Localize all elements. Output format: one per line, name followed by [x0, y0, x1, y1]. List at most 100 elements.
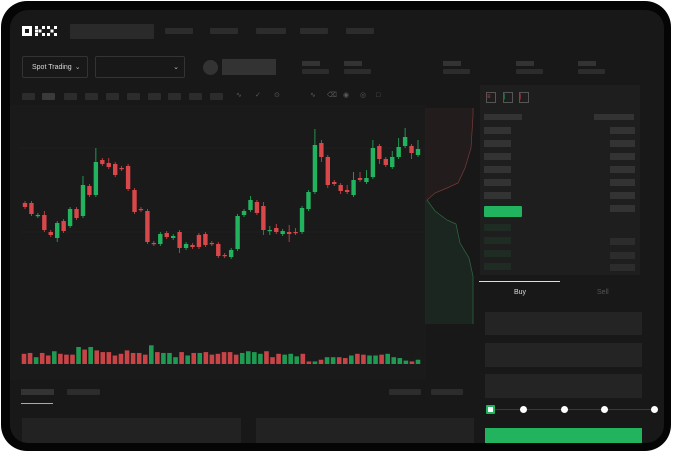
bid-amount[interactable] [610, 264, 635, 271]
ask-amount[interactable] [610, 166, 635, 173]
volume-bar [324, 357, 330, 364]
volume-bar [21, 353, 27, 364]
tab-order-history[interactable] [67, 389, 100, 395]
ask-amount[interactable] [610, 140, 635, 147]
bid-price[interactable] [484, 224, 511, 231]
timeframe-button[interactable] [168, 93, 181, 100]
ask-price[interactable] [484, 127, 511, 134]
volume-bar [367, 355, 372, 364]
timeframe-button[interactable] [210, 93, 223, 100]
volume-bar [252, 352, 257, 364]
fullscreen-icon[interactable]: □ [376, 92, 381, 99]
nav-item[interactable] [346, 28, 374, 34]
okx-logo[interactable] [22, 24, 58, 42]
price-input[interactable] [485, 312, 642, 335]
ask-amount[interactable] [610, 205, 635, 212]
ask-price[interactable] [484, 166, 511, 173]
volume-bar [391, 357, 397, 364]
ask-amount[interactable] [610, 179, 635, 186]
ask-price[interactable] [484, 153, 511, 160]
bid-price[interactable] [484, 263, 511, 270]
ask-price[interactable] [484, 140, 511, 147]
mid-price [484, 206, 522, 217]
volume-bar [312, 361, 318, 364]
nav-item[interactable] [210, 28, 238, 34]
nav-item[interactable] [300, 28, 328, 34]
ask-amount[interactable] [610, 192, 635, 199]
volume-bar [409, 361, 415, 364]
slider-mark-50[interactable] [561, 406, 568, 413]
nav-item[interactable] [256, 28, 286, 34]
volume-bar [112, 355, 118, 364]
bid-price[interactable] [484, 250, 511, 257]
timeframe-button[interactable] [106, 93, 119, 100]
orderbook-asks-icon[interactable]: | [519, 92, 529, 103]
assets-panel [256, 418, 474, 443]
bid-amount[interactable] [610, 252, 635, 259]
spot-trading-dropdown[interactable]: Spot Trading ⌄ [22, 56, 88, 78]
ruler-icon[interactable]: ⌫ [327, 92, 337, 99]
orderbook-both-icon[interactable]: ≡ [486, 92, 496, 103]
orderbook-bids-icon[interactable]: | [503, 92, 513, 103]
amount-input[interactable] [485, 343, 642, 367]
draw-line-icon[interactable]: ∿ [310, 92, 316, 99]
volume-bar [349, 355, 354, 364]
trading-screen: Spot Trading ⌄ ⌄ ∿ ✓ ⊙ ∿ ⌫ ◉ ◎ □ ≡ | | [10, 10, 664, 443]
chevron-down-icon: ⌄ [74, 64, 81, 71]
slider-mark-75[interactable] [601, 406, 608, 413]
candle-body [370, 148, 376, 177]
ask-amount[interactable] [610, 153, 635, 160]
candle-body [254, 202, 260, 213]
candle-body [357, 178, 363, 180]
template-icon[interactable]: ⊙ [274, 92, 280, 99]
filter-button[interactable] [389, 389, 421, 395]
candle-body [170, 236, 176, 238]
bid-amount[interactable] [610, 238, 635, 245]
timeframe-button[interactable] [22, 93, 35, 100]
volume-bar [379, 354, 384, 364]
stat-value [578, 69, 605, 74]
pair-selector[interactable]: ⌄ [95, 56, 185, 78]
slider-mark-100[interactable] [651, 406, 658, 413]
column-header-price [484, 114, 522, 120]
timeframe-button[interactable] [42, 93, 55, 100]
amount-slider-handle[interactable] [486, 405, 495, 414]
timeframe-button[interactable] [127, 93, 140, 100]
ask-amount[interactable] [610, 127, 635, 134]
candle-body [119, 168, 124, 170]
candle-body [67, 209, 73, 226]
candle-body [222, 255, 227, 257]
volume-bar [373, 355, 378, 364]
volume-bar [88, 347, 93, 364]
bid-price[interactable] [484, 237, 511, 244]
timeframe-button[interactable] [148, 93, 161, 100]
candlestick-chart[interactable] [10, 10, 664, 443]
tab-sell[interactable]: Sell [597, 289, 609, 296]
tab-open-orders[interactable] [21, 389, 54, 395]
logo-icon [22, 26, 57, 36]
tab-buy[interactable]: Buy [514, 289, 527, 296]
settings-icon[interactable]: ◎ [360, 92, 367, 99]
slider-mark-25[interactable] [520, 406, 527, 413]
amount-slider-track[interactable] [490, 409, 656, 410]
filter-button[interactable] [431, 389, 463, 395]
volume-bar [118, 353, 124, 364]
ask-price[interactable] [484, 192, 511, 199]
candle-body [87, 186, 92, 195]
total-input[interactable] [485, 374, 642, 398]
camera-icon[interactable]: ◉ [343, 92, 350, 99]
indicator-icon[interactable]: ∿ [236, 92, 242, 99]
nav-item[interactable] [165, 28, 193, 34]
chart-type-icon[interactable]: ✓ [255, 92, 261, 99]
ask-price[interactable] [484, 179, 511, 186]
chevron-down-icon: ⌄ [173, 64, 179, 71]
timeframe-button[interactable] [85, 93, 98, 100]
timeframe-button[interactable] [64, 93, 77, 100]
volume-bar [179, 352, 184, 364]
search-bar[interactable] [70, 24, 154, 39]
timeframe-button[interactable] [189, 93, 202, 100]
buy-button[interactable] [485, 428, 642, 443]
candle-body [132, 190, 137, 212]
stat-label [344, 61, 362, 66]
candle-body [261, 206, 266, 230]
